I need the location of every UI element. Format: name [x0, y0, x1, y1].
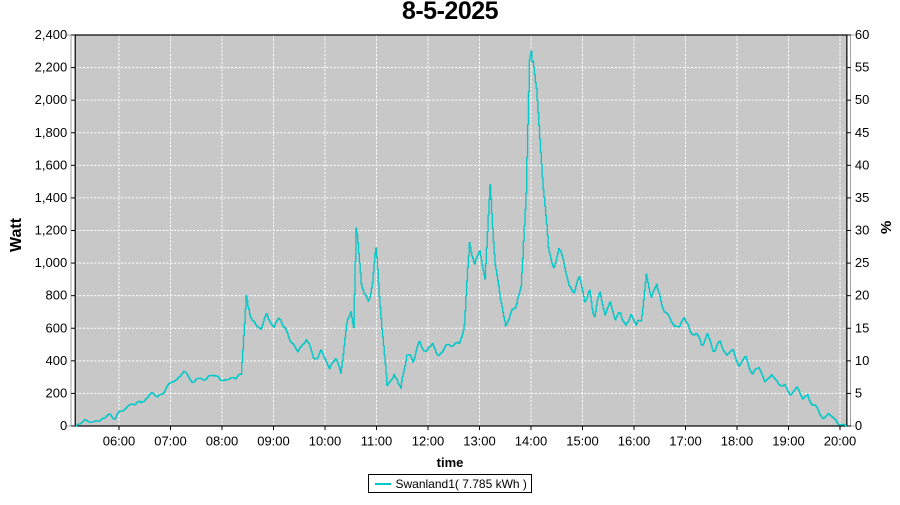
svg-text:10:00: 10:00 — [309, 434, 342, 449]
svg-text:14:00: 14:00 — [515, 434, 548, 449]
svg-text:1,400: 1,400 — [35, 190, 68, 205]
svg-text:60: 60 — [855, 27, 869, 42]
svg-text:09:00: 09:00 — [257, 434, 290, 449]
svg-text:07:00: 07:00 — [154, 434, 187, 449]
svg-text:25: 25 — [855, 255, 869, 270]
svg-text:15:00: 15:00 — [566, 434, 599, 449]
svg-text:5: 5 — [855, 385, 862, 400]
svg-text:200: 200 — [45, 385, 67, 400]
svg-text:19:00: 19:00 — [772, 434, 805, 449]
svg-text:16:00: 16:00 — [618, 434, 651, 449]
svg-text:0: 0 — [855, 418, 862, 433]
svg-text:600: 600 — [45, 320, 67, 335]
svg-text:11:00: 11:00 — [361, 434, 393, 449]
svg-text:800: 800 — [45, 288, 67, 303]
svg-text:20: 20 — [855, 288, 869, 303]
svg-text:20:00: 20:00 — [824, 434, 857, 449]
svg-text:08:00: 08:00 — [206, 434, 239, 449]
svg-text:400: 400 — [45, 353, 67, 368]
svg-text:2,000: 2,000 — [35, 92, 68, 107]
svg-text:40: 40 — [855, 157, 869, 172]
svg-text:50: 50 — [855, 92, 869, 107]
svg-text:06:00: 06:00 — [103, 434, 136, 449]
svg-text:12:00: 12:00 — [412, 434, 445, 449]
svg-text:1,600: 1,600 — [35, 157, 68, 172]
svg-text:30: 30 — [855, 223, 869, 238]
svg-text:17:00: 17:00 — [669, 434, 702, 449]
svg-text:2,400: 2,400 — [35, 27, 68, 42]
svg-text:13:00: 13:00 — [463, 434, 496, 449]
svg-text:18:00: 18:00 — [721, 434, 754, 449]
svg-text:15: 15 — [855, 320, 869, 335]
svg-text:2,200: 2,200 — [35, 60, 68, 75]
svg-text:1,800: 1,800 — [35, 125, 68, 140]
svg-text:0: 0 — [60, 418, 67, 433]
svg-text:45: 45 — [855, 125, 869, 140]
svg-text:1,200: 1,200 — [35, 223, 68, 238]
svg-text:35: 35 — [855, 190, 869, 205]
svg-text:1,000: 1,000 — [35, 255, 68, 270]
svg-text:10: 10 — [855, 353, 869, 368]
svg-text:55: 55 — [855, 60, 869, 75]
